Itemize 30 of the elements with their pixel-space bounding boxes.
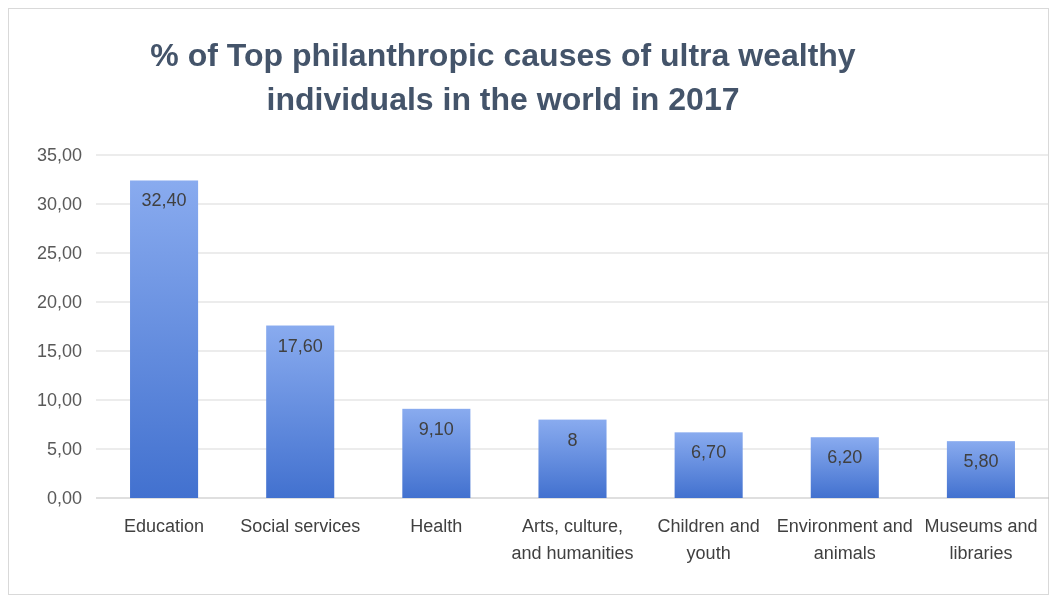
data-label: 17,60: [277, 335, 323, 356]
bar: [946, 441, 1015, 498]
y-tick-label: 15,00: [36, 341, 82, 362]
data-label: 9,10: [418, 418, 454, 439]
y-tick-label: 25,00: [36, 243, 82, 264]
y-tick-label: 0,00: [46, 488, 82, 509]
data-label: 5,80: [963, 451, 999, 472]
y-tick-label: 10,00: [36, 390, 82, 411]
bar: [130, 180, 199, 498]
data-label: 6,20: [827, 447, 863, 468]
bar: [266, 325, 335, 498]
y-tick-label: 30,00: [36, 194, 82, 215]
x-tick-label: Environment and animals: [776, 516, 913, 563]
y-tick-label: 5,00: [46, 439, 82, 460]
y-tick-label: 35,00: [36, 145, 82, 166]
x-tick-label: Arts, culture, and humanities: [511, 516, 634, 563]
x-tick-label: Social services: [240, 516, 361, 536]
data-label: 6,70: [691, 442, 727, 463]
bar: [674, 432, 743, 498]
bar: [810, 437, 879, 498]
x-tick-label: Children and youth: [657, 516, 760, 563]
x-tick-label: Education: [124, 516, 205, 536]
data-label: 8: [567, 429, 578, 450]
bar: [402, 408, 471, 498]
chart-title: % of Top philanthropic causes of ultra wealthy individuals in the world in 2017: [150, 37, 856, 117]
y-tick-label: 20,00: [36, 292, 82, 313]
bar: [538, 419, 607, 498]
x-tick-label: Museums and libraries: [924, 516, 1038, 563]
x-tick-label: Health: [410, 516, 463, 536]
data-label: 32,40: [141, 190, 187, 211]
